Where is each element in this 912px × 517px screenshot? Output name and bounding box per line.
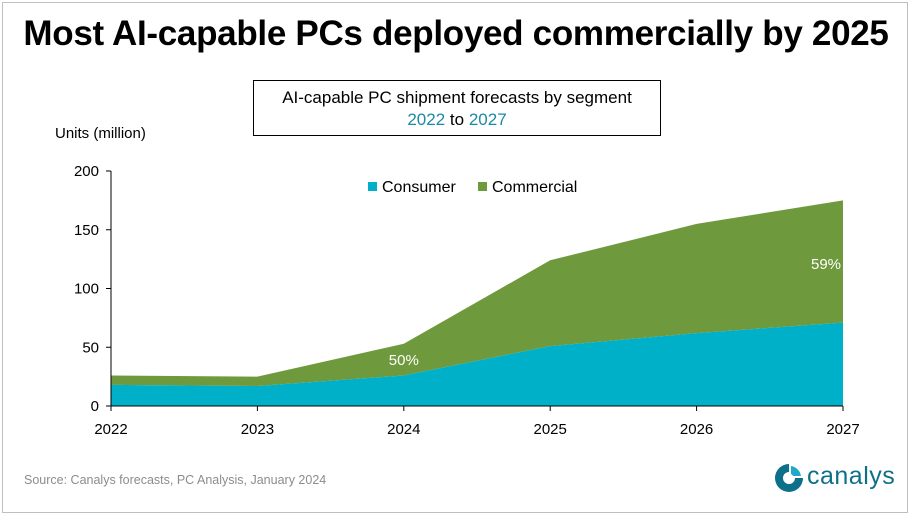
x-tick-label: 2023: [241, 421, 274, 438]
x-tick-label: 2025: [534, 421, 567, 438]
area-series-group: [111, 200, 843, 406]
x-tick-label: 2022: [94, 421, 127, 438]
subtitle-from-year: 2022: [407, 110, 446, 129]
area-consumer: [111, 322, 843, 406]
x-tick-label: 2027: [826, 421, 859, 438]
axes-group: 0 50 100 150 200 2022 2023 2024 2025 2026 2027: [74, 163, 860, 438]
x-tick-label: 2026: [680, 421, 713, 438]
y-tick-label: 100: [74, 281, 99, 298]
legend-label-commercial: Commercial: [492, 179, 577, 196]
subtitle-box: AI-capable PC shipment forecasts by segm…: [253, 80, 661, 136]
legend-swatch-commercial: [478, 182, 487, 191]
legend-label-consumer: Consumer: [382, 179, 456, 196]
legend-swatch-consumer: [368, 182, 377, 191]
y-tick-label: 150: [74, 222, 99, 239]
canalys-logo-icon: [775, 464, 803, 492]
subtitle-to-word: to: [449, 110, 465, 129]
subtitle-to-year: 2027: [468, 110, 507, 129]
source-note: Source: Canalys forecasts, PC Analysis, …: [24, 473, 327, 487]
legend: Consumer Commercial: [368, 179, 577, 196]
data-label: 50%: [389, 352, 419, 369]
canalys-logo: canalys: [773, 462, 896, 494]
subtitle-line2: 2022 to 2027: [254, 109, 660, 131]
y-axis-label: Units (million): [55, 125, 146, 142]
chart-title: Most AI-capable PCs deployed commerciall…: [23, 14, 889, 53]
data-label: 59%: [811, 256, 841, 273]
area-commercial: [111, 200, 843, 387]
x-tick-label: 2024: [387, 421, 420, 438]
annotation-group: 50% 59%: [389, 256, 841, 369]
y-tick-label: 50: [82, 339, 99, 356]
logo-text: canalys: [807, 462, 896, 490]
y-tick-label: 0: [91, 398, 99, 415]
subtitle-line1: AI-capable PC shipment forecasts by segm…: [282, 88, 632, 107]
y-tick-label: 200: [74, 163, 99, 180]
